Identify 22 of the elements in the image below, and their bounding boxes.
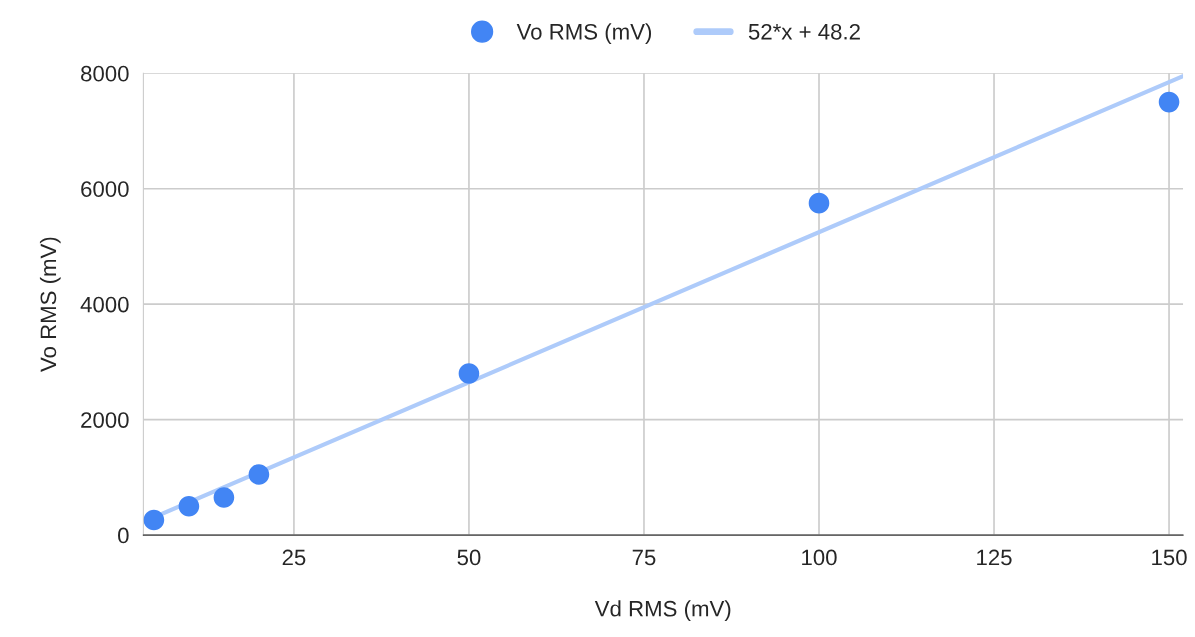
point [248, 464, 270, 485]
y-tick-label: 2000 [81, 412, 129, 428]
point [178, 495, 200, 517]
legend-label: Vo RMS (mV) [516, 23, 652, 45]
legend-label: 52*x + 48.2 [748, 23, 860, 40]
point [808, 192, 830, 214]
point [458, 363, 480, 384]
y-tick-label: 0 [118, 527, 129, 544]
x-tick-label: 125 [977, 549, 1012, 566]
point [1158, 91, 1180, 113]
x-tick-label: 25 [282, 549, 306, 566]
y-tick-label: 6000 [81, 181, 129, 197]
y-tick-label: 8000 [81, 65, 129, 82]
x-tick-label: 150 [1152, 549, 1187, 566]
x-tick-label: 50 [457, 549, 481, 566]
x-tick-label: 75 [632, 549, 656, 566]
x-tick-label: 100 [802, 549, 837, 566]
y-axis-title: Vo RMS (mV) [39, 237, 61, 372]
x-axis-title: Vd RMS (mV) [594, 600, 731, 621]
point [143, 509, 165, 531]
y-tick-label: 4000 [80, 296, 129, 313]
point [213, 487, 235, 508]
